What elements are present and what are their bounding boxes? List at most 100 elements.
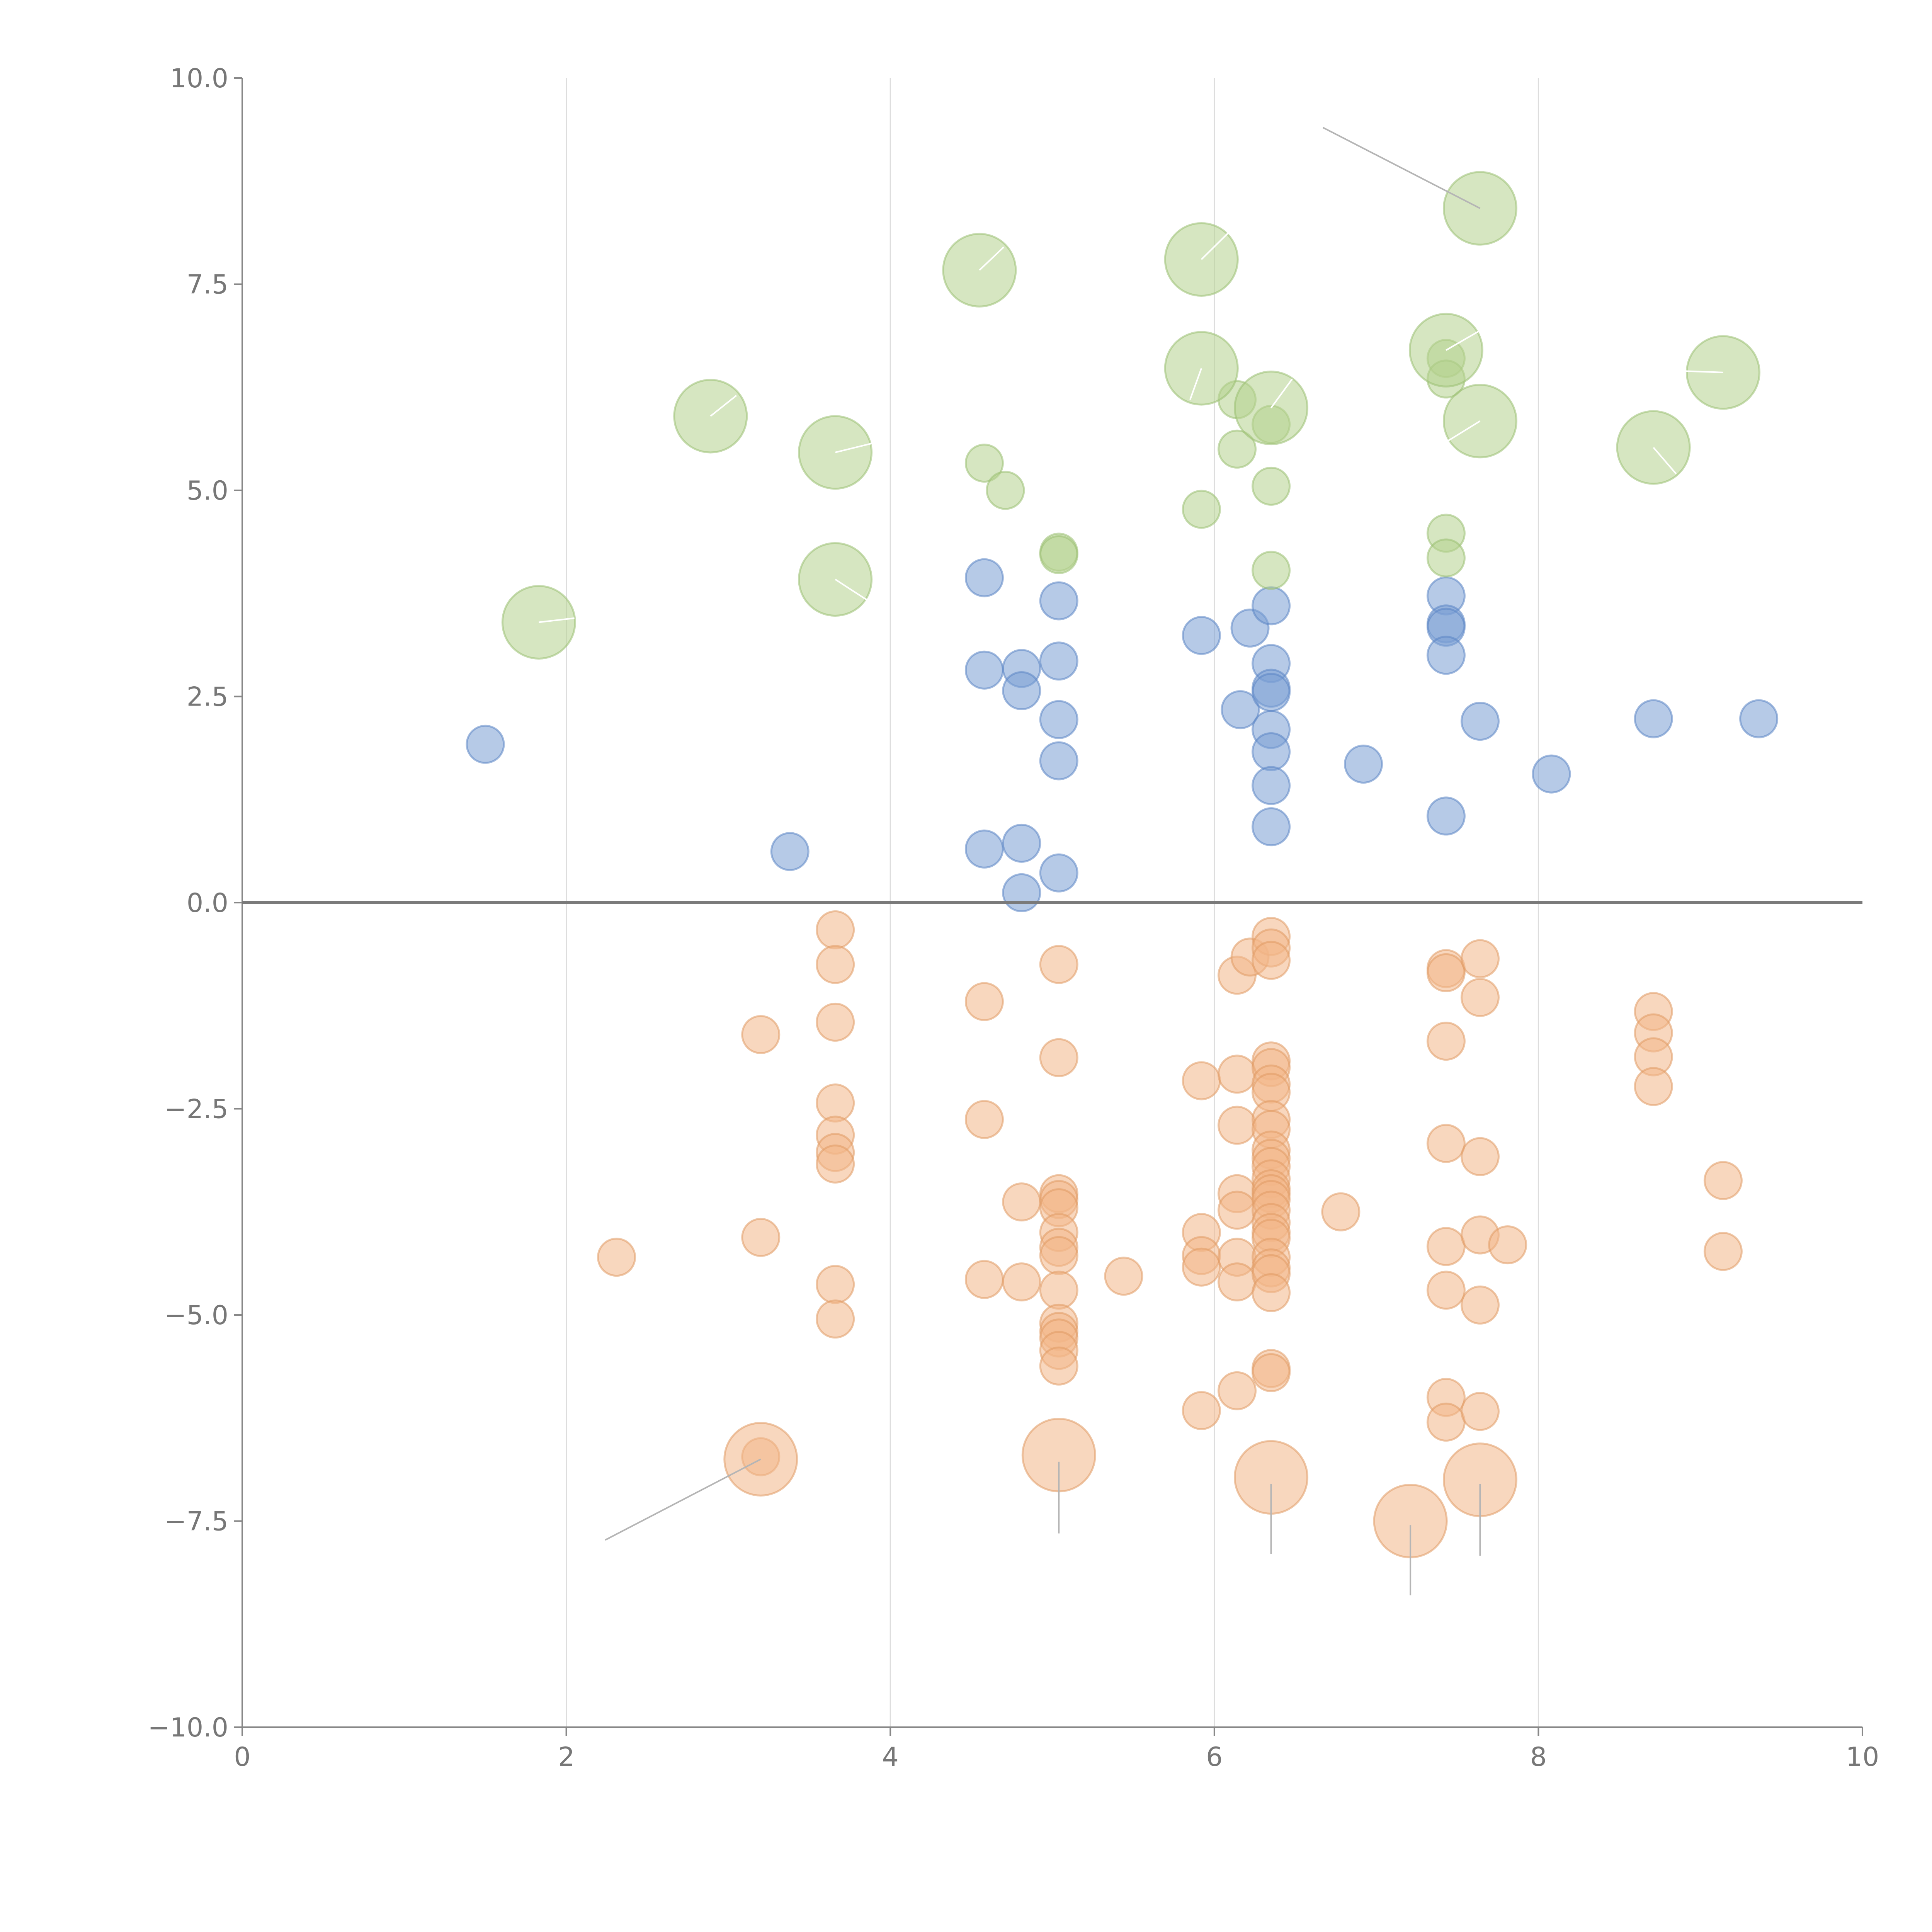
annotation-leader-line [1676,370,1723,373]
orange-point [1252,1273,1291,1312]
blue-point [1039,641,1078,681]
blue-point [1002,823,1041,863]
green-point [1252,551,1291,590]
bubble-layer [466,171,1779,1558]
annotation-leader-line [1446,329,1482,351]
orange-point [816,1144,855,1184]
orange-point [597,1238,636,1277]
orange-point [1218,1054,1257,1094]
green-large-point [1164,331,1239,406]
green-point [1252,466,1291,506]
blue-point [1182,616,1221,655]
y-tick-label: 10.0 [170,63,228,94]
annotation-leader-line [1440,420,1481,446]
y-tick-label: −2.5 [165,1094,228,1125]
annotation-leader-line [835,578,883,611]
annotation-leader-line [979,247,1005,271]
blue-point [1221,690,1260,730]
orange-point [1460,1137,1500,1176]
y-tick-label: −7.5 [165,1507,228,1537]
orange-point [1460,1392,1500,1431]
green-point [1182,490,1221,529]
orange-point [1182,1247,1221,1287]
annotation-leader-line [539,617,575,623]
y-tick-label: 2.5 [187,682,228,713]
orange-point [1039,1038,1078,1077]
blue-point [1252,766,1291,805]
blue-point [1344,744,1383,784]
orange-point [1039,945,1078,984]
orange-point [1218,1105,1257,1145]
blue-point [1252,732,1291,771]
blue-point [1426,636,1466,675]
orange-point [964,1260,1004,1299]
annotation-leader-line [1189,368,1202,400]
annotation-leader-line [1322,127,1481,209]
orange-point [1460,1285,1500,1325]
blue-point [1039,700,1078,739]
orange-point [1104,1257,1143,1296]
orange-point [1182,1061,1221,1100]
x-tick-label: 10 [1846,1742,1879,1772]
orange-point [964,982,1004,1021]
blue-point [1739,699,1779,738]
blue-point [1039,581,1078,621]
orange-point [1426,1270,1466,1310]
green-point [1218,429,1257,469]
blue-point [1426,796,1466,836]
blue-point [1252,807,1291,847]
y-tick-label: −5.0 [165,1300,228,1331]
green-point [1039,535,1078,574]
annotation-layer [242,127,1862,1595]
orange-point [816,1265,855,1304]
blue-point [964,650,1004,690]
orange-point [1252,940,1291,980]
annotation-leader-line [605,1458,761,1541]
orange-point [1460,978,1500,1017]
blue-point [1002,873,1041,912]
blue-point [466,724,505,764]
annotation-leader-line [835,440,883,453]
orange-point [1182,1391,1221,1430]
orange-point [1039,1270,1078,1310]
orange-point [1039,1236,1078,1275]
orange-point [1039,1346,1078,1386]
orange-point [1426,1402,1466,1442]
orange-point [741,1015,781,1054]
x-tick-label: 2 [558,1742,575,1772]
y-tick-label: −10.0 [148,1713,228,1743]
orange-point [1426,953,1466,992]
orange-point [1488,1225,1527,1265]
x-tick-label: 0 [234,1742,250,1772]
x-tick-label: 6 [1206,1742,1223,1772]
blue-point [1002,671,1041,711]
orange-point [1703,1161,1743,1200]
orange-point [1426,1022,1466,1061]
y-tick-label: 5.0 [187,476,228,506]
orange-point [1252,1353,1291,1392]
x-tick-label: 4 [882,1742,899,1772]
annotation-leader-line [1270,378,1293,408]
blue-point [964,829,1004,869]
annotation-leader-line [1201,230,1231,260]
orange-point [1460,939,1500,978]
orange-point [1218,1262,1257,1302]
orange-point [816,910,855,949]
orange-point [1321,1192,1361,1231]
orange-point [741,1218,781,1257]
green-point [986,471,1025,510]
orange-point [1426,1124,1466,1163]
orange-point [1218,1190,1257,1230]
annotation-leader-line [1653,447,1677,474]
blue-point [1039,741,1078,781]
orange-point [1002,1182,1041,1222]
green-point [964,444,1004,483]
orange-point [964,1100,1004,1139]
orange-point [1218,1371,1257,1410]
blue-point [964,558,1004,597]
green-point [1426,538,1466,578]
tick-label-layer: 0 2 4 6 8 10 10.0 7.5 5.0 2.5 0.0 −2.5 −5.0 −7.5 −10.0 [148,63,1879,1772]
orange-point [816,945,855,984]
orange-point [1703,1232,1743,1271]
